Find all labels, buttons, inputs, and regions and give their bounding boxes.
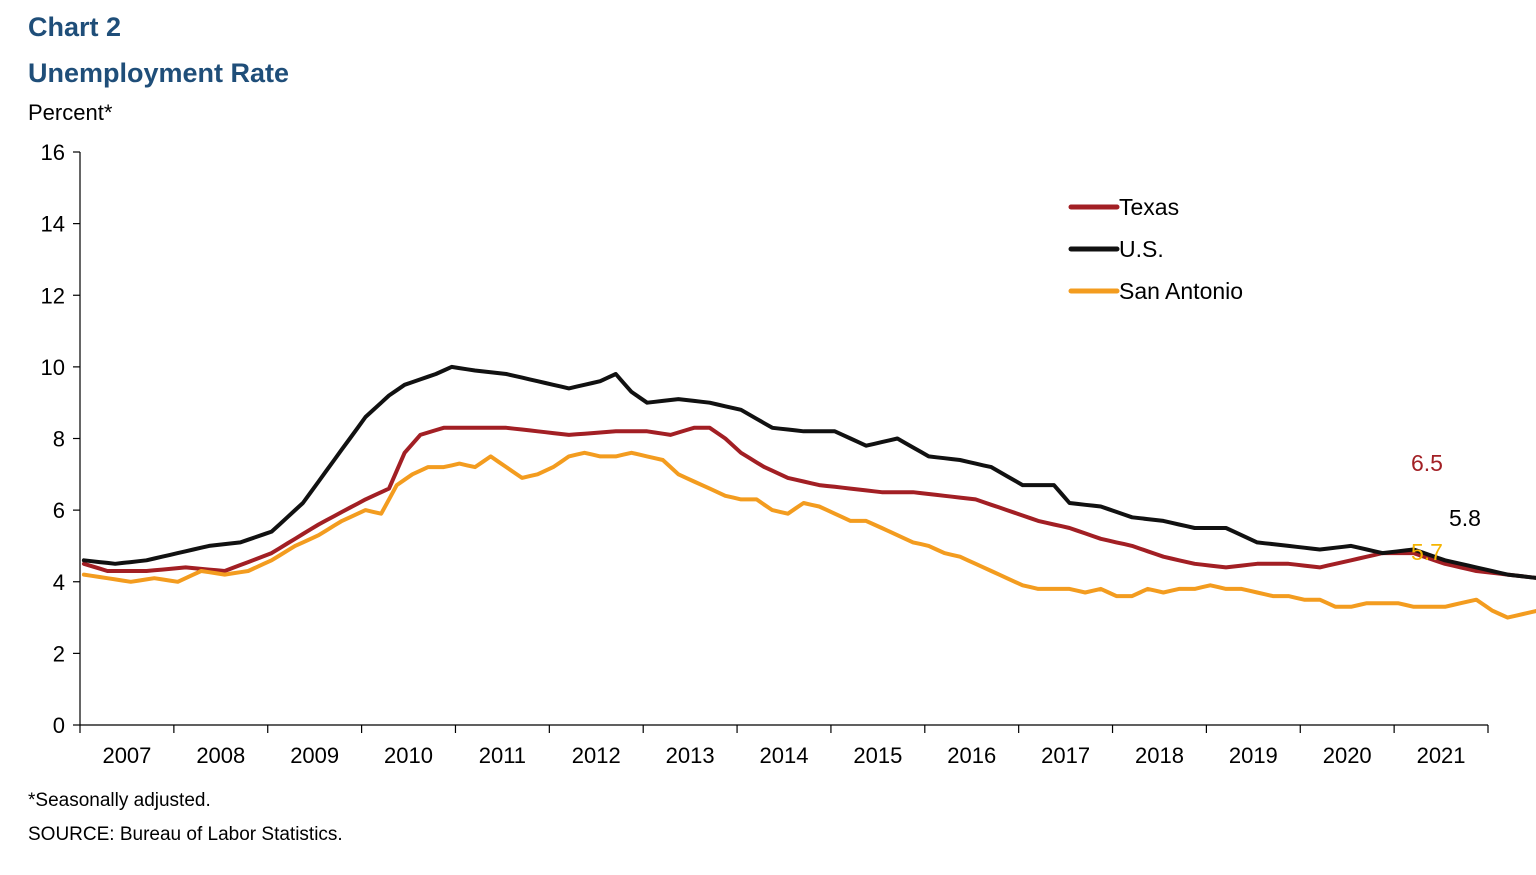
x-tick-label: 2014 <box>760 743 809 768</box>
chart-title: Unemployment Rate <box>28 58 290 88</box>
x-tick-label: 2010 <box>384 743 433 768</box>
x-tick-label: 2019 <box>1229 743 1278 768</box>
y-tick-label: 4 <box>53 570 65 595</box>
y-tick-label: 12 <box>41 283 65 308</box>
end-value-labels: 6.5 5.85.7 <box>1411 450 1481 565</box>
legend-label-u-s: U.S. <box>1119 236 1164 262</box>
y-axis-label: Percent* <box>28 100 113 125</box>
y-tick-label: 8 <box>53 427 65 452</box>
series-line-texas <box>81 425 1536 580</box>
x-tick-label: 2020 <box>1323 743 1372 768</box>
x-tick-label: 2021 <box>1417 743 1466 768</box>
y-tick-label: 16 <box>41 140 65 165</box>
x-tick-label: 2009 <box>290 743 339 768</box>
legend-label-texas: Texas <box>1119 194 1179 220</box>
x-tick-label: 2016 <box>947 743 996 768</box>
series-lines <box>81 364 1536 620</box>
y-tick-label: 14 <box>41 212 65 237</box>
y-tick-label: 6 <box>53 498 65 523</box>
source-note: SOURCE: Bureau of Labor Statistics. <box>28 824 343 845</box>
x-tick-label: 2012 <box>572 743 621 768</box>
end-label-u-s: 5.8 <box>1449 505 1481 531</box>
x-tick-label: 2007 <box>102 743 151 768</box>
y-tick-label: 0 <box>53 713 65 738</box>
chart-number: Chart 2 <box>28 12 122 42</box>
axes: 0 2 4 6 8 10 12 14 16 2007 2008 2009 2010 2011 2012 201… <box>41 140 1489 768</box>
x-tick-label: 2017 <box>1041 743 1090 768</box>
x-tick-label: 2008 <box>196 743 245 768</box>
end-label-san-antonio: 5.7 <box>1411 539 1443 565</box>
y-tick-label: 10 <box>41 355 65 380</box>
series-line-san-antonio <box>81 450 1536 620</box>
y-tick-label: 2 <box>53 641 65 666</box>
x-tick-label: 2018 <box>1135 743 1184 768</box>
end-label-texas: 6.5 <box>1411 450 1443 476</box>
x-tick-label: 2013 <box>666 743 715 768</box>
x-tick-label: 2011 <box>479 743 526 768</box>
legend: Texas U.S. San Antonio <box>1068 194 1243 304</box>
legend-label-san-antonio: San Antonio <box>1119 278 1243 304</box>
series-line-u-s <box>81 364 1536 580</box>
footnote: *Seasonally adjusted. <box>28 790 211 811</box>
x-tick-label: 2015 <box>853 743 902 768</box>
